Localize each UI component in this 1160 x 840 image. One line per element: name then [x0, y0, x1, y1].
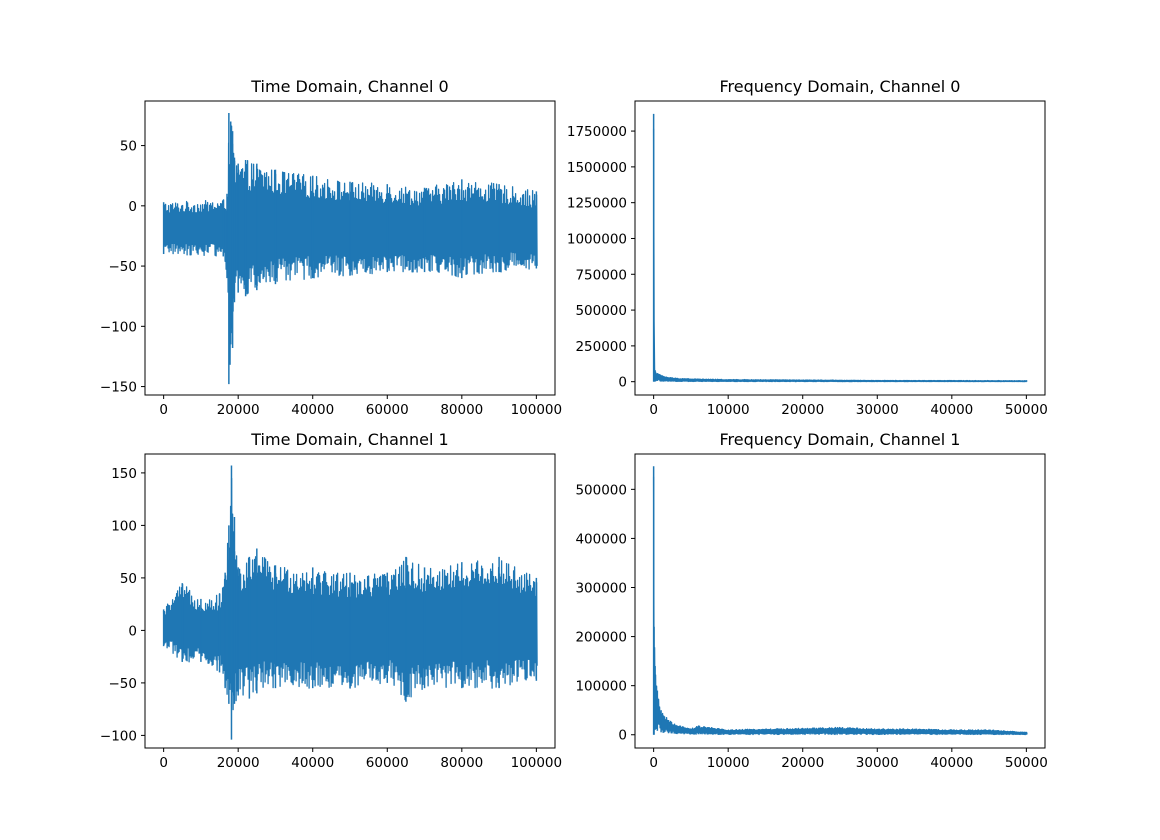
y-tick-label: 100 — [111, 518, 137, 534]
y-tick-label: 1750000 — [567, 124, 627, 140]
y-tick-label: −100 — [100, 319, 137, 335]
subplot-frequency-domain-channel-0: Frequency Domain, Channel 0 0 10000 20000 3… — [567, 77, 1048, 418]
y-tick-label: 250000 — [575, 339, 627, 355]
y-tick-label: 150 — [111, 466, 137, 482]
x-tick-label: 10000 — [707, 755, 750, 771]
y-tick-label: −150 — [100, 380, 137, 396]
x-tick-label: 30000 — [856, 755, 899, 771]
y-tick-label: −50 — [109, 259, 138, 275]
x-tick-label: 100000 — [511, 755, 563, 771]
subplot-time-domain-channel-0: Time Domain, Channel 0 0 20000 40000 60000 8… — [100, 77, 562, 418]
y-tick-label: −50 — [109, 676, 138, 692]
chart-title: Time Domain, Channel 1 — [250, 430, 448, 449]
axes-frame — [634, 453, 1046, 749]
x-tick-label: 20000 — [781, 402, 824, 418]
x-tick-label: 0 — [159, 755, 168, 771]
x-tick-label: 30000 — [856, 402, 899, 418]
x-tick-label: 60000 — [366, 755, 409, 771]
y-tick-label: 750000 — [575, 267, 627, 283]
x-tick-label: 60000 — [366, 402, 409, 418]
x-tick-label: 80000 — [440, 755, 483, 771]
y-tick-label: 100000 — [575, 679, 627, 695]
x-tick-label: 0 — [649, 755, 658, 771]
x-tick-label: 100000 — [511, 402, 563, 418]
x-tick-label: 0 — [159, 402, 168, 418]
y-tick-label: 400000 — [575, 531, 627, 547]
chart-title: Frequency Domain, Channel 0 — [720, 77, 961, 96]
y-tick-label: 500000 — [575, 482, 627, 498]
y-tick-label: 1250000 — [567, 196, 627, 212]
x-tick-label: 10000 — [707, 402, 750, 418]
x-tick-label: 20000 — [217, 755, 260, 771]
x-tick-label: 40000 — [291, 402, 334, 418]
y-tick-label: 0 — [128, 623, 137, 639]
x-tick-label: 20000 — [217, 402, 260, 418]
y-tick-label: 0 — [128, 199, 137, 215]
y-tick-label: 0 — [618, 728, 627, 744]
x-tick-label: 20000 — [781, 755, 824, 771]
y-tick-label: 0 — [618, 375, 627, 391]
x-tick-label: 80000 — [440, 402, 483, 418]
y-tick-label: 500000 — [575, 303, 627, 319]
y-tick-label: 1000000 — [567, 231, 627, 247]
y-tick-label: 300000 — [575, 581, 627, 597]
chart-title: Time Domain, Channel 0 — [250, 77, 448, 96]
y-tick-label: 200000 — [575, 630, 627, 646]
series-line — [652, 128, 1028, 383]
y-tick-label: −100 — [100, 728, 137, 744]
x-tick-label: 40000 — [930, 402, 973, 418]
x-tick-label: 40000 — [930, 755, 973, 771]
y-tick-label: 1500000 — [567, 160, 627, 176]
x-tick-label: 50000 — [1005, 402, 1048, 418]
chart-title: Frequency Domain, Channel 1 — [720, 430, 961, 449]
y-tick-label: 50 — [120, 571, 137, 587]
axes-frame — [634, 100, 1046, 396]
subplot-frequency-domain-channel-1: Frequency Domain, Channel 1 0 10000 20000 3… — [575, 430, 1047, 771]
y-tick-label: 50 — [120, 139, 137, 155]
subplot-time-domain-channel-1: Time Domain, Channel 1 0 20000 40000 60000 8… — [100, 430, 562, 771]
x-tick-label: 0 — [649, 402, 658, 418]
x-tick-label: 40000 — [291, 755, 334, 771]
x-tick-label: 50000 — [1005, 755, 1048, 771]
